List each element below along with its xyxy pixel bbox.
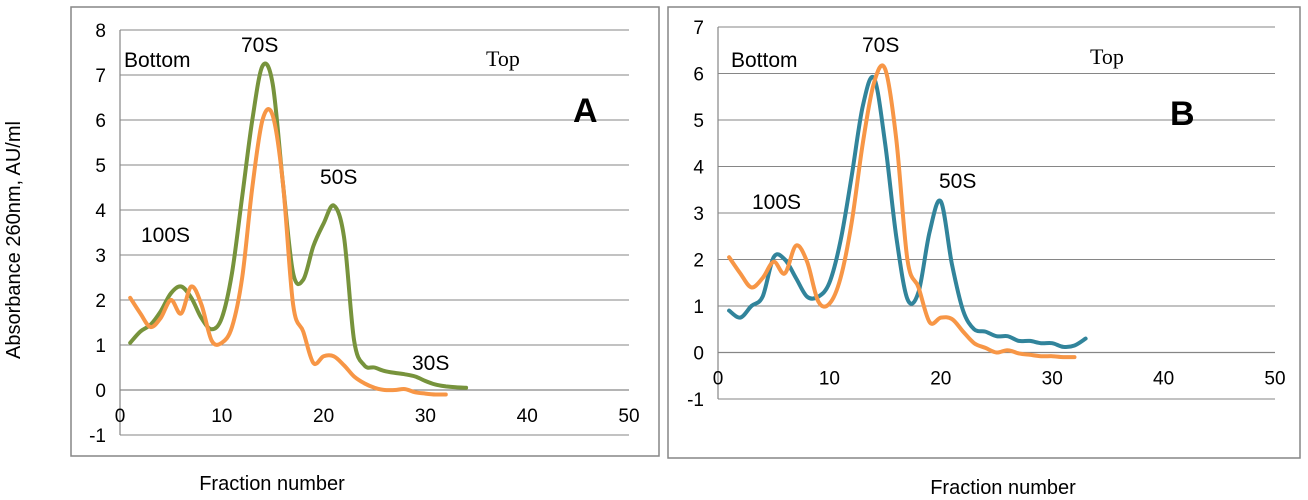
panel-a-peak-50s: 50S (320, 166, 357, 189)
series-line-2 (727, 63, 1077, 360)
y-tick-label: 5 (693, 111, 704, 132)
y-tick-label: 1 (95, 336, 106, 357)
panel-a-x-tick-labels: 0 10 20 30 40 50 (115, 406, 640, 427)
panel-a-peak-70s: 70S (241, 34, 278, 57)
y-tick-label: -1 (687, 390, 704, 411)
panel-b-annotation-bottom: Bottom (731, 49, 798, 72)
x-tick-label: 50 (1264, 369, 1285, 390)
x-tick-label: 50 (618, 406, 639, 427)
panel-a-gridlines (120, 29, 629, 436)
y-tick-label: 2 (95, 291, 106, 312)
x-tick-label: 40 (1153, 369, 1174, 390)
panel-b-series (727, 63, 1088, 360)
panel-a-label: A (573, 92, 598, 130)
y-tick-label: 5 (95, 156, 106, 177)
y-tick-label: 1 (693, 297, 704, 318)
panel-a-series (128, 61, 469, 397)
panel-a-peak-100s: 100S (141, 224, 190, 247)
x-tick-label: 30 (415, 406, 436, 427)
panel-b-gridlines (718, 26, 1275, 400)
x-tick-label: 20 (930, 369, 951, 390)
panel-b-peak-50s: 50S (939, 170, 976, 193)
panel-a-annotation-top: Top (486, 46, 520, 71)
y-tick-label: 8 (95, 21, 106, 42)
x-tick-label: 30 (1042, 369, 1063, 390)
panel-b-x-axis-title: Fraction number (930, 477, 1076, 499)
y-tick-label: 4 (693, 158, 704, 179)
panel-b-peak-70s: 70S (862, 34, 899, 57)
y-tick-label: 3 (95, 246, 106, 267)
panel-a-x-axis-title: Fraction number (199, 473, 345, 495)
panel-b-peak-100s: 100S (752, 191, 801, 214)
panel-b-frame (667, 6, 1301, 459)
series-line-2 (128, 107, 448, 397)
y-tick-label: 0 (693, 344, 704, 365)
panel-b-x-tick-labels: 0 10 20 30 40 50 (713, 369, 1286, 390)
y-tick-label: 4 (95, 201, 106, 222)
x-tick-label: 10 (819, 369, 840, 390)
y-tick-label: 6 (693, 65, 704, 86)
y-tick-label: 6 (95, 111, 106, 132)
x-tick-label: 20 (313, 406, 334, 427)
panel-b-y-tick-labels: -1 0 1 2 3 4 5 6 7 (687, 18, 704, 411)
y-axis-title: Absorbance 260nm, AU/ml (3, 121, 25, 359)
panel-b-label: B (1170, 95, 1195, 133)
y-tick-label: 7 (693, 18, 704, 39)
x-tick-label: 0 (713, 369, 724, 390)
chart-panel-b: -1 0 1 2 3 4 5 6 7 0 10 20 30 40 50 Bottom Top 100S 7… (667, 6, 1301, 499)
panel-a-annotation-bottom: Bottom (124, 49, 191, 72)
panel-b-annotation-top: Top (1090, 44, 1124, 69)
y-tick-label: 7 (95, 66, 106, 87)
x-tick-label: 40 (517, 406, 538, 427)
panel-a-frame (70, 6, 660, 457)
x-tick-label: 10 (211, 406, 232, 427)
x-tick-label: 0 (115, 406, 126, 427)
y-tick-label: 2 (693, 251, 704, 272)
y-tick-label: 3 (693, 204, 704, 225)
y-tick-label: 0 (95, 381, 106, 402)
panel-a-peak-30s: 30S (412, 352, 449, 375)
panel-a-y-tick-labels: -1 0 1 2 3 4 5 6 7 8 (89, 21, 106, 447)
y-tick-label: -1 (89, 426, 106, 447)
